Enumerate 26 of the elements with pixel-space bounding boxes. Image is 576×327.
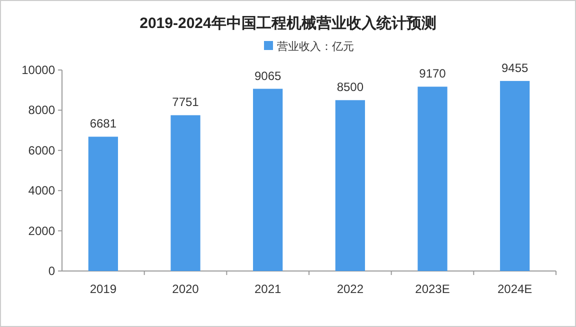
data-label: 9455 bbox=[501, 60, 529, 75]
y-tick-label: 0 bbox=[48, 264, 56, 278]
x-tick-label: 2021 bbox=[254, 282, 282, 296]
x-tick-label: 2022 bbox=[336, 282, 364, 296]
data-label: 8500 bbox=[336, 80, 364, 94]
bar bbox=[335, 100, 365, 271]
chart-title: 2019-2024年中国工程机械营业收入统计预测 bbox=[140, 15, 436, 32]
bar bbox=[170, 115, 200, 271]
data-label: 6681 bbox=[90, 116, 117, 131]
bar bbox=[500, 80, 530, 271]
bar bbox=[253, 88, 283, 271]
x-tick-label: 2020 bbox=[172, 282, 200, 296]
bar bbox=[418, 86, 448, 271]
data-label: 9170 bbox=[419, 66, 446, 81]
data-label: 9065 bbox=[254, 68, 282, 83]
x-tick-label: 2023E bbox=[415, 282, 450, 296]
y-tick-label: 2000 bbox=[28, 224, 56, 238]
y-tick-label: 8000 bbox=[28, 103, 56, 118]
y-tick-label: 10000 bbox=[22, 63, 56, 77]
y-tick-label: 4000 bbox=[28, 184, 56, 198]
x-tick-label: 2024E bbox=[497, 282, 532, 296]
legend-label: 营业收入：亿元 bbox=[277, 40, 354, 53]
bar bbox=[88, 136, 118, 271]
data-label: 7751 bbox=[172, 95, 200, 110]
y-tick-label: 6000 bbox=[28, 143, 56, 158]
x-tick-label: 2019 bbox=[90, 282, 117, 296]
